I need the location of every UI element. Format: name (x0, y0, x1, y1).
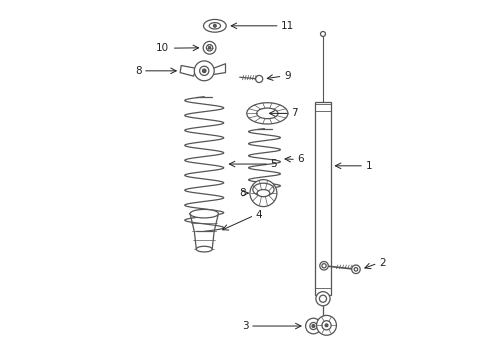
Circle shape (214, 24, 216, 27)
Text: 5: 5 (270, 159, 277, 169)
Ellipse shape (257, 190, 270, 197)
Circle shape (316, 292, 330, 306)
Text: 3: 3 (242, 321, 248, 331)
Text: 4: 4 (256, 211, 262, 220)
Ellipse shape (209, 23, 220, 29)
Circle shape (306, 318, 321, 334)
Ellipse shape (247, 103, 288, 124)
Text: 7: 7 (291, 108, 298, 118)
Ellipse shape (190, 210, 219, 218)
Ellipse shape (257, 108, 278, 119)
Text: 9: 9 (284, 71, 291, 81)
FancyBboxPatch shape (315, 102, 331, 295)
Text: 11: 11 (281, 21, 294, 31)
Ellipse shape (253, 183, 274, 196)
Text: 1: 1 (366, 161, 372, 171)
Circle shape (354, 267, 358, 271)
Circle shape (320, 261, 328, 270)
Circle shape (203, 41, 216, 54)
Ellipse shape (196, 246, 212, 252)
Circle shape (322, 264, 326, 268)
Text: 6: 6 (297, 154, 304, 165)
Circle shape (322, 321, 331, 330)
Circle shape (250, 180, 277, 207)
Circle shape (208, 47, 211, 49)
Text: 10: 10 (156, 43, 169, 53)
Circle shape (352, 265, 360, 274)
Polygon shape (214, 64, 225, 75)
Polygon shape (190, 214, 219, 249)
Circle shape (256, 76, 263, 82)
Circle shape (312, 325, 315, 328)
Circle shape (320, 31, 325, 36)
Text: 2: 2 (379, 258, 386, 268)
Text: 8: 8 (135, 66, 142, 76)
Circle shape (199, 66, 209, 76)
Circle shape (319, 295, 326, 302)
Polygon shape (180, 66, 195, 76)
Ellipse shape (203, 19, 226, 32)
Circle shape (202, 69, 206, 73)
Circle shape (310, 323, 317, 329)
Circle shape (325, 324, 328, 327)
Circle shape (195, 61, 214, 81)
Text: 8: 8 (239, 188, 245, 198)
Circle shape (206, 45, 213, 51)
Circle shape (317, 315, 337, 335)
